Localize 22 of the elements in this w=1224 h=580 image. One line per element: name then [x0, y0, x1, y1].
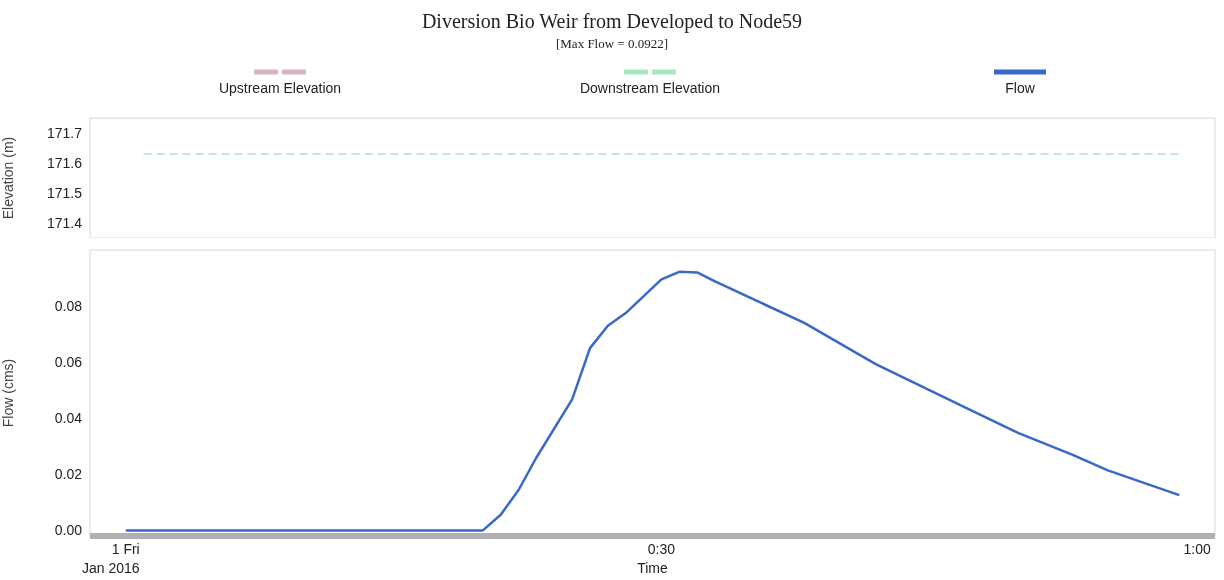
legend-label: Flow [1004, 79, 1036, 96]
y-tick-label: 171.4 [46, 214, 83, 231]
chart-subtitle: [Max Flow = 0.0922] [554, 36, 670, 52]
x-tick-label: 1:00 [1183, 540, 1211, 557]
text: Jan 2016 [82, 560, 140, 576]
y-tick-label: 0.08 [54, 298, 83, 315]
legend-label: Downstream Elevation [578, 79, 722, 96]
y-tick-label: 0.06 [54, 354, 83, 371]
y-tick-label: 0.04 [54, 410, 83, 427]
y-tick-label: 171.5 [46, 184, 83, 201]
y-tick-label: 171.6 [46, 154, 83, 171]
y-tick-label: 0.00 [54, 522, 83, 539]
y-axis-title: Flow (cms) [0, 358, 16, 428]
y-tick-label: 0.02 [54, 466, 83, 483]
legend-label: Upstream Elevation [217, 79, 343, 96]
x-tick-label: 0:30 [647, 540, 676, 557]
y-tick-label: 171.7 [46, 124, 83, 141]
x-tick-label: 1 Fri [111, 540, 140, 557]
chart-title: Diversion Bio Weir from Developed to Node59 [420, 10, 804, 33]
x-axis-title: Time [637, 560, 668, 576]
y-axis-title: Elevation (m) [0, 136, 16, 220]
line-series [124, 270, 1181, 532]
